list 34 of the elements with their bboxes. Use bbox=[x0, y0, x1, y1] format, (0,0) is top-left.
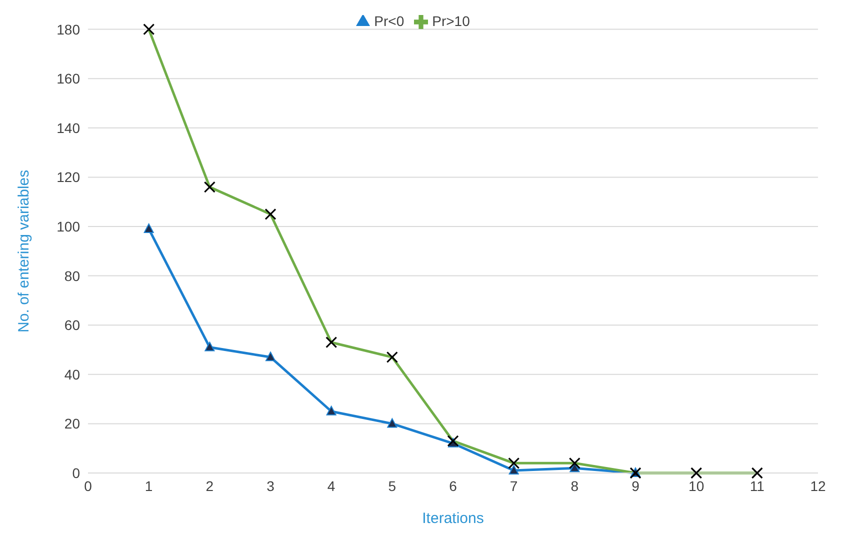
y-tick-label: 80 bbox=[64, 268, 80, 284]
legend-label: Pr>10 bbox=[432, 13, 470, 29]
point bbox=[387, 418, 398, 428]
y-tick-label: 180 bbox=[56, 21, 80, 38]
point bbox=[144, 223, 154, 233]
y-tick-label: 120 bbox=[56, 169, 80, 186]
point bbox=[570, 462, 580, 472]
x-tick-label: 7 bbox=[510, 478, 518, 494]
x-tick-label: 3 bbox=[266, 478, 275, 494]
y-tick-label: 100 bbox=[56, 218, 80, 234]
point bbox=[266, 352, 276, 362]
point bbox=[326, 406, 336, 416]
x-tick-label: 4 bbox=[327, 478, 336, 494]
y-tick-label: 60 bbox=[64, 317, 80, 334]
x-tick-label: 9 bbox=[632, 478, 640, 494]
x-tick-label: 0 bbox=[84, 478, 92, 494]
x-tick-label: 2 bbox=[206, 478, 214, 494]
x-tick-label: 6 bbox=[449, 478, 458, 494]
y-tick-label: 40 bbox=[64, 366, 80, 382]
point bbox=[204, 342, 215, 352]
y-axis-title: No. of entering variables bbox=[15, 170, 32, 332]
y-tick-label: 160 bbox=[56, 70, 80, 87]
point bbox=[508, 465, 519, 475]
x-axis-title: Iterations bbox=[422, 510, 484, 527]
x-tick-label: 8 bbox=[570, 478, 579, 494]
x-tick-label: 12 bbox=[810, 478, 826, 494]
y-tick-label: 20 bbox=[64, 416, 80, 432]
y-tick-label: 0 bbox=[72, 464, 80, 481]
x-tick-label: 11 bbox=[750, 478, 765, 494]
legend-label: Pr<0 bbox=[374, 13, 404, 29]
x-tick-label: 5 bbox=[388, 478, 396, 494]
x-tick-label: 1 bbox=[144, 478, 153, 494]
y-tick-label: 140 bbox=[56, 120, 80, 136]
x-tick-label: 10 bbox=[688, 478, 704, 494]
